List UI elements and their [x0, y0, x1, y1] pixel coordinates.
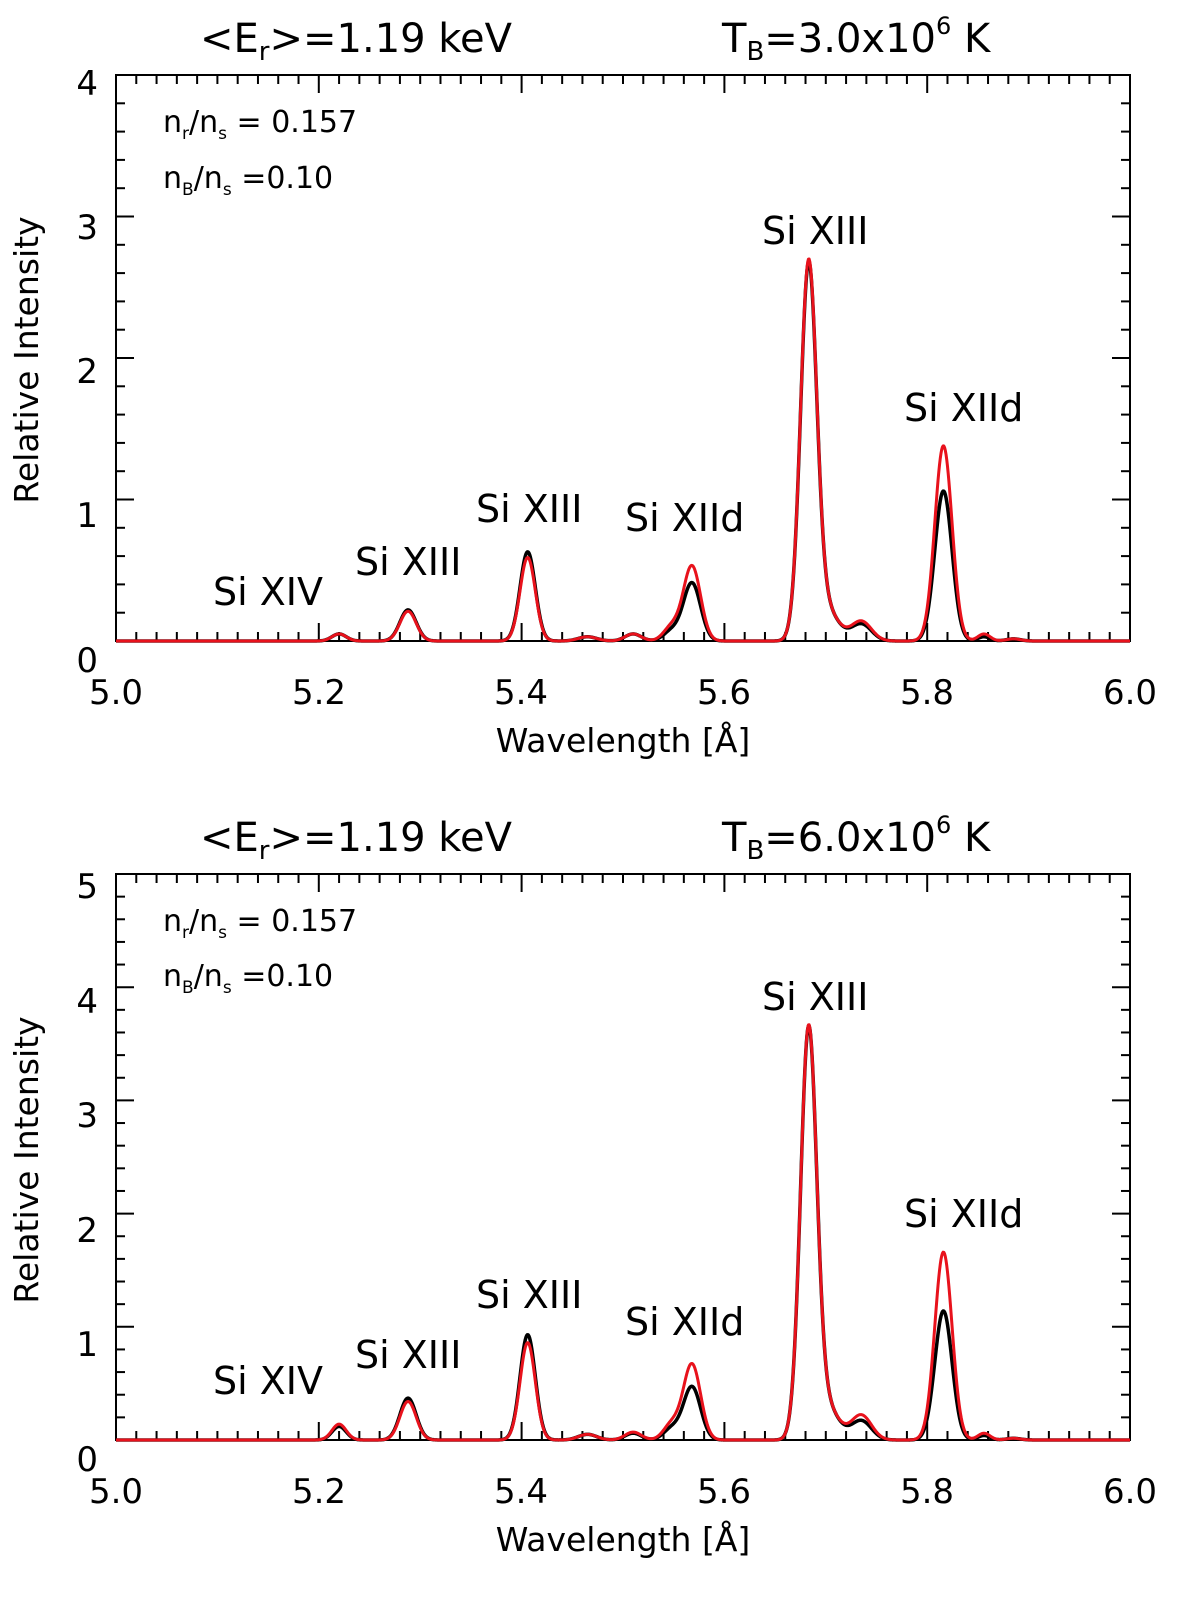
line-label-si-xiii: Si XIII	[355, 540, 461, 584]
line-label-si-xiid: Si XIId	[904, 386, 1023, 430]
y-tick-label: 0	[76, 641, 98, 681]
line-label-si-xiii: Si XIII	[476, 487, 582, 531]
y-tick-label: 1	[76, 1325, 98, 1365]
x-tick-label: 5.0	[89, 1472, 143, 1512]
x-tick-label: 5.8	[900, 1472, 954, 1512]
x-tick-label: 5.2	[292, 1472, 346, 1512]
panel-top: <Er>=1.19 keV TB=3.0x106 K 0 1 2 3 4 5.0…	[7, 12, 1157, 760]
x-axis-label: Wavelength [Å]	[496, 1519, 751, 1559]
y-tick-label: 3	[76, 208, 98, 248]
x-tick-label: 5.4	[494, 1472, 548, 1512]
panel-title-right: TB=3.0x106 K	[721, 12, 992, 67]
x-tick-label: 6.0	[1103, 1472, 1157, 1512]
plot-frame	[115, 74, 1131, 642]
line-label-si-xiid: Si XIId	[625, 496, 744, 540]
x-axis-label: Wavelength [Å]	[496, 720, 751, 760]
panel-title-left: <Er>=1.19 keV	[200, 16, 513, 67]
ratio-annotation-b: nB/ns =0.10	[163, 959, 333, 998]
y-axis-label: Relative Intensity	[7, 216, 46, 503]
panel-title-right: TB=6.0x106 K	[721, 811, 992, 866]
x-axis-ticks: 5.0 5.2 5.4 5.6 5.8 6.0	[89, 1472, 1157, 1512]
line-label-si-xiid: Si XIId	[625, 1300, 744, 1344]
y-tick-label: 2	[76, 1211, 98, 1251]
y-tick-label: 2	[76, 352, 98, 392]
plot-area	[114, 873, 1132, 1442]
line-label-si-xiii: Si XIII	[355, 1333, 461, 1377]
line-label-si-xiid: Si XIId	[904, 1192, 1023, 1236]
panel-bottom: <Er>=1.19 keV TB=6.0x106 K 0 1 2 3 4 5 5…	[7, 811, 1157, 1559]
series-line-red	[115, 1023, 1131, 1442]
y-axis-ticks: 0 1 2 3 4 5	[76, 867, 98, 1480]
y-axis-ticks: 0 1 2 3 4	[76, 64, 98, 681]
y-tick-label: 0	[76, 1440, 98, 1480]
y-tick-label: 5	[76, 867, 98, 907]
y-tick-label: 3	[76, 1096, 98, 1136]
x-tick-label: 5.6	[697, 1472, 751, 1512]
ratio-annotation-b: nB/ns =0.10	[163, 161, 333, 200]
line-labels: Si XIV Si XIII Si XIII Si XIId Si XIII S…	[213, 209, 1023, 614]
line-label-si-xiv: Si XIV	[213, 570, 323, 614]
line-label-si-xiii: Si XIII	[762, 209, 868, 253]
line-label-si-xiii: Si XIII	[476, 1273, 582, 1317]
line-labels: Si XIV Si XIII Si XIII Si XIId Si XIII S…	[213, 975, 1023, 1403]
y-axis-label: Relative Intensity	[7, 1016, 46, 1303]
series-line-red	[115, 257, 1131, 643]
y-tick-label: 1	[76, 496, 98, 536]
x-tick-label: 5.0	[89, 673, 143, 713]
line-label-si-xiv: Si XIV	[213, 1359, 323, 1403]
x-axis-ticks: 5.0 5.2 5.4 5.6 5.8 6.0	[89, 673, 1157, 713]
ratio-annotation-r: nr/ns = 0.157	[163, 105, 357, 144]
plot-area	[114, 74, 1132, 643]
y-tick-label: 4	[76, 64, 98, 104]
panel-title-left: <Er>=1.19 keV	[200, 815, 513, 866]
x-tick-label: 6.0	[1103, 673, 1157, 713]
line-label-si-xiii: Si XIII	[762, 975, 868, 1019]
y-tick-label: 4	[76, 982, 98, 1022]
x-tick-label: 5.8	[900, 673, 954, 713]
x-tick-label: 5.6	[697, 673, 751, 713]
x-tick-label: 5.4	[494, 673, 548, 713]
ratio-annotation-r: nr/ns = 0.157	[163, 904, 357, 943]
x-tick-label: 5.2	[292, 673, 346, 713]
